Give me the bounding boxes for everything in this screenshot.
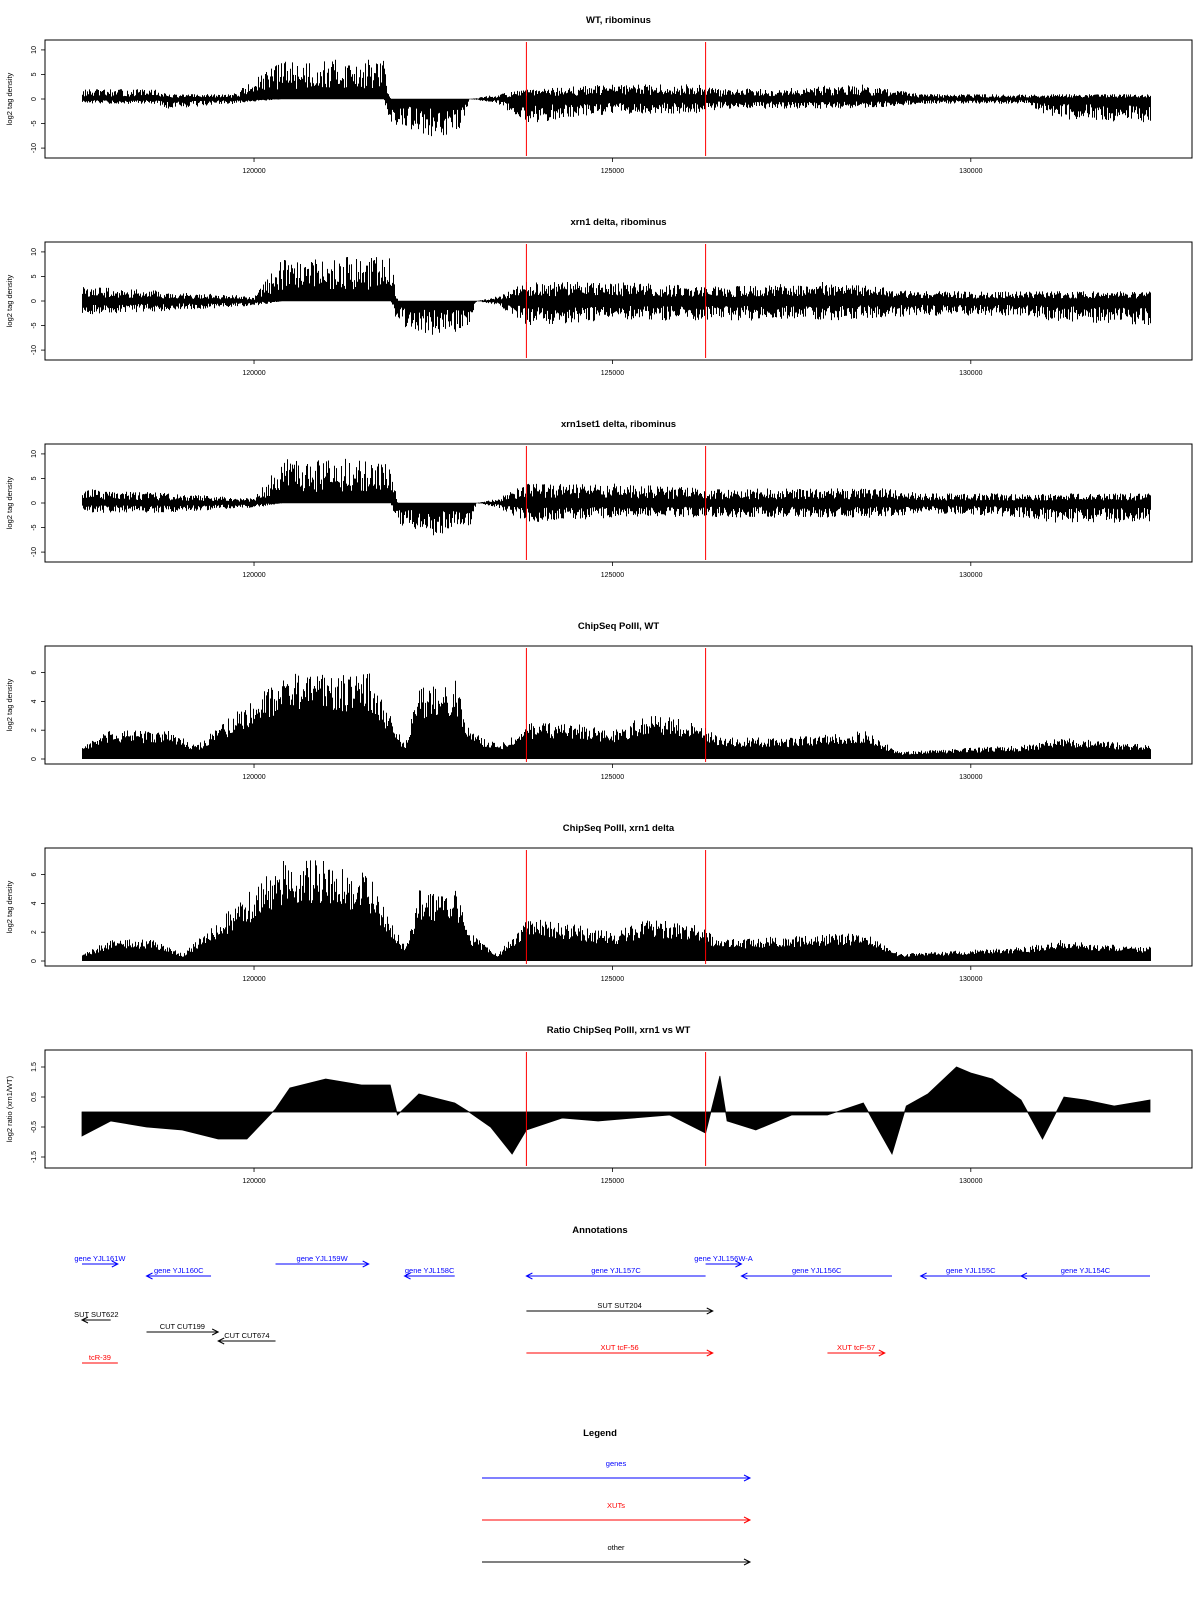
x-tick-label: 125000 [601,168,624,175]
y-tick-label: 0 [31,299,38,303]
x-tick-label: 130000 [959,370,982,377]
signal-bars [82,458,1151,536]
y-tick-label: -5 [31,322,38,328]
x-tick-label: 130000 [959,572,982,579]
y-axis-label: log2 tag density [5,274,14,327]
track-panels: WT, ribominus log2 tag density -10 -5 0 5 10 12… [5,15,1193,1185]
y-tick-label: -5 [31,120,38,126]
panel-title: xrn1 delta, ribominus [570,217,666,228]
y-tick-label: -10 [31,547,38,557]
y-tick-label: -5 [31,524,38,530]
signal-bars [82,257,1151,335]
x-tick-label: 120000 [242,572,265,579]
y-axis-label: log2 tag density [5,72,14,125]
x-tick-label: 130000 [959,168,982,175]
y-tick-label: 10 [31,450,38,458]
y-tick-label: 0 [31,97,38,101]
y-tick-label: 5 [31,274,38,278]
y-tick-label: -10 [31,345,38,355]
y-axis-label: log2 tag density [5,476,14,529]
x-tick-label: 120000 [242,168,265,175]
panel-1: WT, ribominus log2 tag density -10 -5 0 5 10 12… [5,15,1193,175]
x-tick-label: 125000 [601,370,624,377]
x-tick-label: 125000 [601,572,624,579]
x-tick-label: 120000 [242,370,265,377]
y-tick-label: 5 [31,476,38,480]
panel-2: xrn1 delta, ribominus log2 tag density -10… [5,217,1193,377]
panel-title: xrn1set1 delta, ribominus [561,419,676,430]
y-tick-label: 10 [31,248,38,256]
y-tick-label: -10 [31,143,38,153]
y-tick-label: 5 [31,72,38,76]
signal-bars [82,59,1151,137]
panel-3: xrn1set1 delta, ribominus log2 tag densit… [5,419,1193,579]
y-tick-label: 0 [31,501,38,505]
y-tick-label: 10 [31,46,38,54]
panel-title: WT, ribominus [586,15,651,26]
